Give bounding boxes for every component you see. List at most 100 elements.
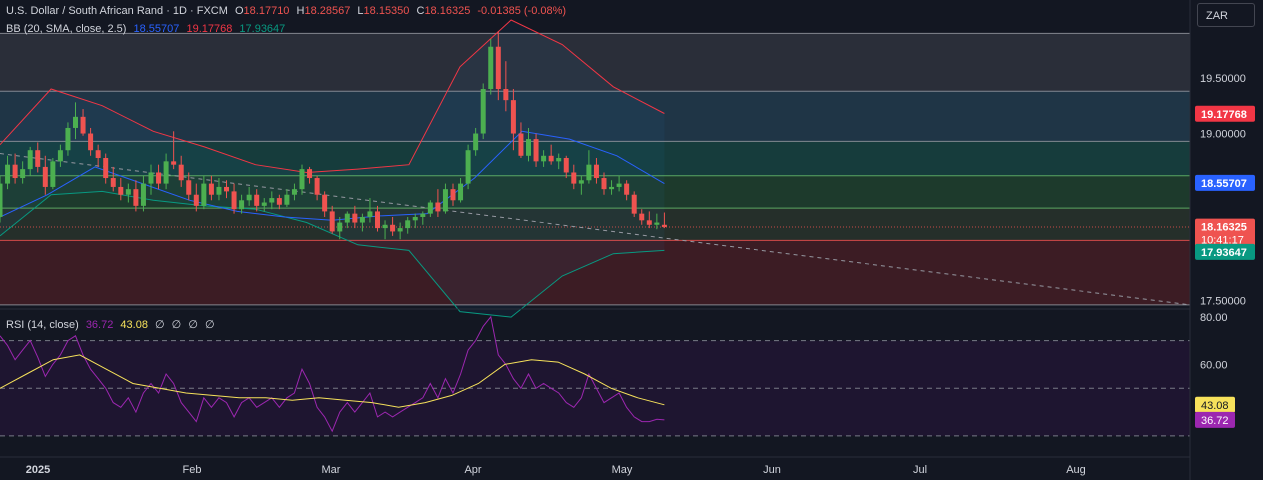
candle-body-28 [208, 183, 214, 195]
rsi-tick-1: 60.00 [1200, 359, 1228, 371]
price-badge-1: 18.55707 [1201, 178, 1247, 190]
candle-body-1 [5, 164, 11, 184]
candle-body-21 [156, 172, 162, 184]
candle-body-55 [412, 216, 418, 221]
time-label-5: Jun [763, 464, 781, 476]
rsi-value: 36.72 [85, 319, 114, 331]
candle-body-14 [103, 158, 109, 179]
candle-body-4 [27, 150, 33, 170]
candle-body-68 [510, 100, 516, 134]
candle-body-69 [518, 133, 524, 156]
candle-body-46 [344, 213, 350, 223]
symbol-title[interactable]: U.S. Dollar / South African Rand · 1D · … [6, 5, 228, 17]
price-tick-2: 19.00000 [1200, 129, 1246, 141]
candle-body-66 [495, 46, 501, 90]
candle-body-59 [442, 189, 448, 212]
rsi-lines [0, 315, 665, 433]
price-badge-timer: 10:41:17 [1201, 235, 1244, 247]
candle-body-82 [616, 183, 622, 187]
candle-body-57 [427, 202, 433, 214]
candle-body-26 [193, 194, 199, 206]
candle-body-22 [163, 161, 169, 184]
candle-body-81 [609, 186, 615, 190]
rsi-legend[interactable]: RSI (14, close) 36.72 43.08 ∅ ∅ ∅ ∅ [6, 318, 219, 331]
candle-body-41 [307, 169, 313, 179]
candle-body-61 [458, 183, 464, 201]
candle-body-16 [118, 186, 124, 195]
price-tick-1: 19.50000 [1200, 73, 1246, 85]
rsi-badge-0: 43.08 [1201, 400, 1229, 412]
ohlc-open: O18.17710 [234, 5, 290, 17]
rsi-empty-3: ∅ [188, 319, 198, 331]
ohlc-high: H18.28567 [296, 5, 351, 17]
time-label-7: Aug [1066, 464, 1086, 476]
candle-body-62 [465, 150, 471, 184]
candle-body-77 [578, 180, 584, 184]
price-badges: 19.17768 18.55707 18.1632510:41:1717.93647… [1195, 105, 1255, 428]
candle-body-20 [148, 172, 154, 184]
candle-body-13 [95, 150, 101, 159]
candle-body-38 [284, 194, 290, 205]
time-label-2: Mar [322, 464, 341, 476]
bb-legend[interactable]: BB (20, SMA, close, 2.5) 18.55707 19.177… [6, 23, 289, 35]
horizontal-levels [0, 32, 1190, 437]
candle-body-34 [254, 194, 260, 206]
ohlc-change: -0.01385 (-0.08%) [477, 5, 567, 17]
candle-body-23 [171, 161, 177, 165]
candle-body-10 [73, 116, 78, 128]
price-badge-0: 19.17768 [1201, 109, 1247, 121]
candle-body-51 [382, 224, 388, 229]
candle-body-86 [646, 220, 652, 225]
candle-body-54 [405, 220, 411, 229]
candle-body-35 [261, 202, 267, 206]
time-label-6: Jul [913, 464, 927, 476]
candle-body-71 [533, 139, 539, 162]
time-label-1: Feb [183, 464, 202, 476]
rsi-title[interactable]: RSI (14, close) [6, 319, 79, 331]
candle-body-47 [352, 213, 358, 223]
candle-body-32 [239, 200, 245, 210]
candle-body-72 [541, 155, 547, 162]
candle-body-78 [586, 164, 592, 181]
price-zone-1 [0, 91, 1190, 142]
candle-body-5 [35, 150, 41, 167]
bb-basis-value: 18.55707 [133, 23, 180, 35]
price-badge-bg-2 [1195, 218, 1255, 247]
rsi-empty-2: ∅ [171, 319, 182, 331]
candle-body-56 [420, 213, 426, 217]
candle-body-64 [480, 89, 486, 134]
candle-body-31 [231, 191, 237, 210]
candle-body-27 [201, 183, 207, 206]
rsi-badge-bg-0 [1195, 396, 1235, 413]
bb-upper-line [0, 19, 665, 174]
rsi-axis[interactable]: 80.00 60.00 [1200, 312, 1228, 372]
candle-body-85 [639, 213, 645, 221]
price-zones [0, 33, 1190, 305]
candle-body-80 [601, 178, 607, 190]
candle-body-76 [571, 172, 577, 184]
bb-lower-value: 17.93647 [239, 23, 286, 35]
candle-body-52 [390, 224, 396, 232]
candle-body-65 [488, 46, 494, 90]
time-label-0: 2025 [26, 464, 50, 476]
currency-button[interactable]: ZAR [1197, 3, 1255, 27]
candle-body-48 [359, 216, 365, 223]
candle-body-88 [661, 224, 667, 227]
candle-body-50 [375, 211, 380, 229]
candle-body-11 [80, 116, 86, 134]
candle-body-79 [593, 164, 599, 179]
candle-body-3 [20, 169, 26, 179]
rsi-empty-1: ∅ [155, 319, 165, 331]
symbol-legend[interactable]: U.S. Dollar / South African Rand · 1D · … [6, 5, 570, 17]
time-axis[interactable]: 2025 Feb Mar Apr May Jun Jul Aug [26, 464, 1086, 476]
candle-body-58 [435, 202, 441, 212]
candle-body-73 [548, 155, 554, 162]
candle-body-33 [246, 194, 252, 201]
candle-body-29 [216, 186, 222, 195]
rsi-tick-0: 80.00 [1200, 312, 1228, 324]
candle-body-75 [563, 158, 569, 173]
candle-body-6 [42, 166, 48, 187]
bb-title[interactable]: BB (20, SMA, close, 2.5) [6, 23, 127, 35]
candles [0, 31, 667, 240]
